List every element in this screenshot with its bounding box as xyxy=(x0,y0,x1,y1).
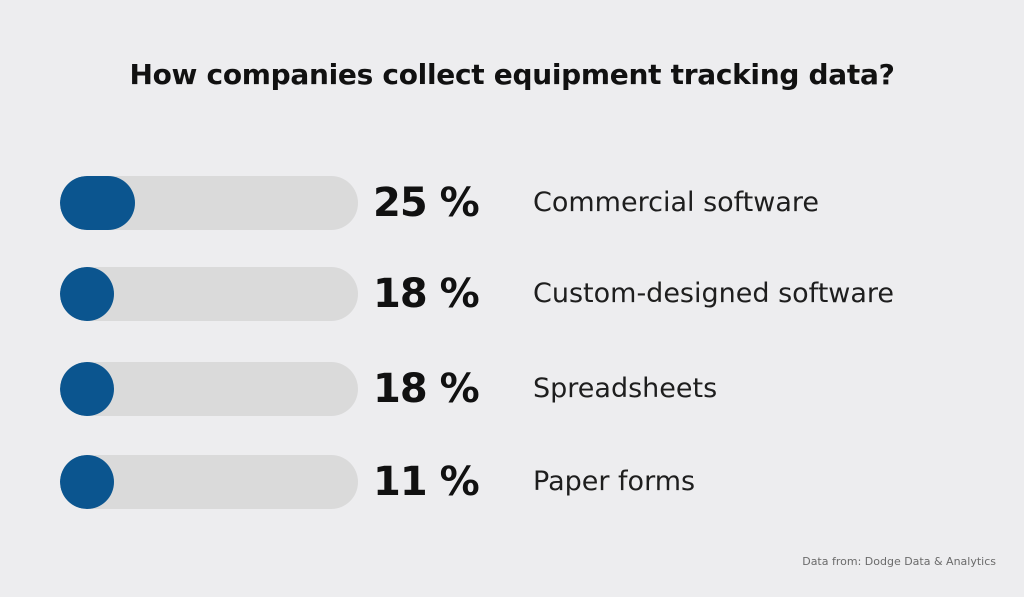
bar-fill xyxy=(60,362,114,416)
value-label: 25 % xyxy=(373,180,480,226)
value-label: 18 % xyxy=(373,366,480,412)
category-label: Spreadsheets xyxy=(533,373,718,404)
bar-fill xyxy=(60,176,135,230)
bar-row: 18 % Spreadsheets xyxy=(0,362,1024,416)
bar-track xyxy=(60,176,358,230)
category-label: Custom-designed software xyxy=(533,278,895,309)
bar-track xyxy=(60,267,358,321)
bar-row: 11 % Paper forms xyxy=(0,455,1024,509)
category-label: Commercial software xyxy=(533,187,820,218)
bar-fill xyxy=(60,455,114,509)
bar-track xyxy=(60,455,358,509)
bar-row: 25 % Commercial software xyxy=(0,176,1024,230)
value-label: 18 % xyxy=(373,271,480,317)
value-label: 11 % xyxy=(373,459,480,505)
chart-title: How companies collect equipment tracking… xyxy=(129,58,895,91)
bar-row: 18 % Custom-designed software xyxy=(0,267,1024,321)
source-note: Data from: Dodge Data & Analytics xyxy=(802,555,996,568)
category-label: Paper forms xyxy=(533,466,696,497)
bar-track xyxy=(60,362,358,416)
bar-fill xyxy=(60,267,114,321)
